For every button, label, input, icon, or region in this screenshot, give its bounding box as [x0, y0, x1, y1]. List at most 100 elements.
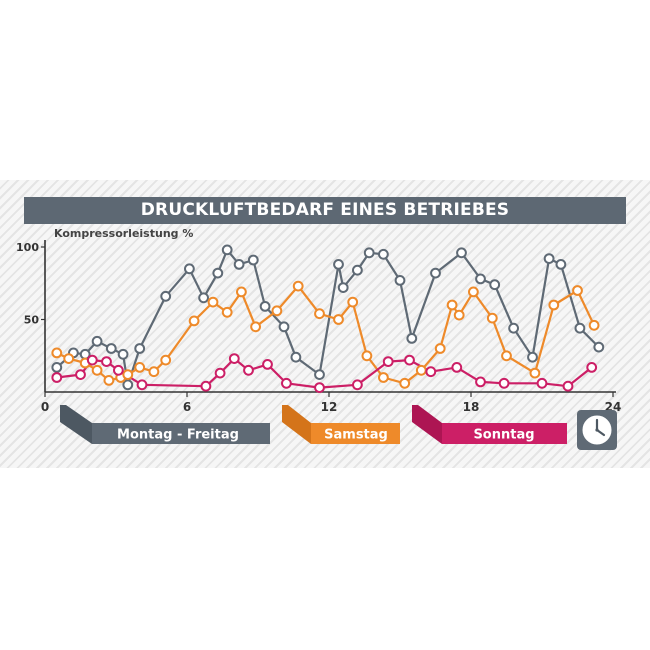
data-point-saturday — [63, 353, 75, 365]
data-point-sunday — [352, 379, 363, 391]
data-point-sunday — [562, 380, 574, 392]
axes — [44, 240, 616, 393]
data-point-weekday — [290, 351, 302, 363]
data-point-weekday — [543, 253, 555, 265]
data-point-saturday — [91, 364, 103, 376]
data-point-saturday — [236, 286, 247, 298]
data-point-saturday — [434, 343, 446, 354]
data-point-weekday — [184, 263, 195, 275]
data-point-weekday — [475, 273, 486, 285]
data-point-saturday — [51, 347, 63, 359]
legend-swatch-saturday — [282, 405, 311, 444]
y-axis-label: Kompressorleistung % — [54, 227, 193, 240]
data-point-sunday — [101, 356, 112, 368]
data-point-sunday — [314, 382, 325, 394]
series-points — [51, 244, 605, 394]
data-point-weekday — [212, 267, 224, 279]
data-point-saturday — [572, 285, 583, 296]
data-point-weekday — [406, 333, 418, 344]
legend-tab-sunday — [442, 423, 567, 444]
x-tick-label: 6 — [183, 400, 191, 414]
data-point-weekday — [333, 259, 344, 270]
data-point-weekday — [456, 247, 467, 259]
data-point-weekday — [221, 244, 233, 256]
legend-swatch-sunday — [412, 405, 442, 444]
data-point-weekday — [574, 322, 586, 334]
data-point-weekday — [337, 282, 349, 294]
data-point-weekday — [527, 351, 538, 363]
data-point-saturday — [446, 299, 458, 311]
data-point-saturday — [529, 367, 541, 379]
data-point-saturday — [134, 362, 146, 373]
data-point-saturday — [314, 308, 325, 320]
data-point-weekday — [378, 248, 389, 260]
data-point-sunday — [214, 367, 226, 379]
data-point-sunday — [228, 353, 240, 365]
data-point-saturday — [333, 314, 344, 325]
data-point-sunday — [262, 359, 273, 370]
data-point-weekday — [233, 259, 245, 270]
data-point-weekday — [160, 290, 172, 302]
data-point-saturday — [160, 354, 172, 366]
data-point-sunday — [451, 362, 463, 373]
clock-icon — [577, 410, 617, 450]
data-point-weekday — [508, 322, 519, 334]
data-point-sunday — [498, 377, 510, 389]
legend-label-saturday: Samstag — [324, 428, 388, 443]
data-point-saturday — [221, 306, 233, 318]
data-point-weekday — [117, 348, 129, 360]
chart-title: DRUCKLUFTBEDARF EINES BETRIEBES — [24, 197, 626, 224]
data-point-weekday — [593, 341, 605, 353]
chart-panel — [0, 180, 650, 468]
data-point-saturday — [486, 312, 498, 324]
data-point-saturday — [347, 296, 359, 308]
x-tick-label: 18 — [463, 400, 480, 414]
data-point-sunday — [475, 376, 486, 388]
legend-swatch-weekday — [60, 405, 92, 444]
data-point-saturday — [378, 372, 389, 383]
data-point-weekday — [352, 264, 363, 276]
data-point-sunday — [86, 354, 98, 366]
data-point-saturday — [399, 377, 411, 389]
y-tick-label: 50 — [24, 314, 40, 327]
data-point-saturday — [250, 321, 262, 333]
data-point-weekday — [555, 259, 567, 270]
data-point-saturday — [548, 299, 560, 311]
data-point-weekday — [278, 321, 290, 333]
legend-label-weekday: Montag - Freitag — [117, 428, 239, 443]
data-point-weekday — [259, 301, 271, 312]
data-point-saturday — [292, 280, 304, 292]
data-point-sunday — [243, 364, 254, 376]
data-point-sunday — [75, 369, 86, 381]
data-point-weekday — [314, 369, 325, 381]
data-point-saturday — [361, 350, 373, 362]
data-point-weekday — [247, 254, 259, 266]
data-point-sunday — [404, 354, 415, 366]
data-point-weekday — [394, 275, 406, 286]
legend-label-sunday: Sonntag — [473, 428, 534, 443]
legend-tab-weekday — [92, 423, 270, 444]
data-point-sunday — [536, 377, 548, 389]
data-point-saturday — [453, 309, 465, 321]
data-point-saturday — [415, 364, 427, 376]
data-point-sunday — [51, 372, 63, 383]
data-point-sunday — [281, 377, 292, 389]
data-point-weekday — [105, 343, 117, 354]
data-point-saturday — [103, 375, 115, 386]
data-point-sunday — [200, 380, 212, 392]
legend-item-saturday: Samstag — [282, 405, 400, 444]
data-point-saturday — [271, 305, 283, 317]
legend-item-weekday: Montag - Freitag — [60, 405, 270, 444]
data-point-weekday — [198, 292, 210, 304]
data-point-saturday — [122, 369, 134, 381]
data-point-saturday — [588, 319, 600, 331]
data-point-sunday — [113, 364, 124, 376]
x-tick-label: 12 — [321, 400, 338, 414]
data-point-sunday — [425, 366, 437, 378]
data-point-weekday — [122, 379, 134, 391]
data-point-weekday — [489, 279, 501, 291]
data-point-sunday — [586, 362, 598, 373]
legend-item-sunday: Sonntag — [412, 405, 567, 444]
data-point-weekday — [363, 247, 375, 259]
